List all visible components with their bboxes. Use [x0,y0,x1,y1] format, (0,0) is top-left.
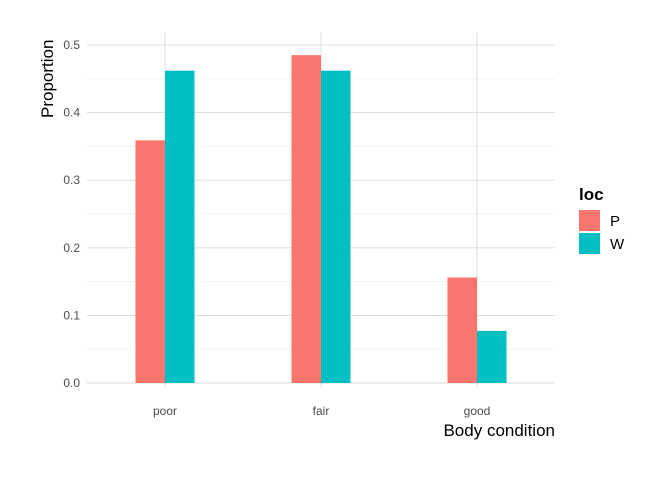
x-axis-ticks: poor fair good [153,404,490,418]
x-tick-label: good [464,404,491,418]
y-tick-label: 0.0 [63,376,80,390]
legend-label-P: P [610,213,620,230]
bar-good-P [447,277,477,383]
legend-key-P [579,210,600,231]
bars [135,55,507,384]
legend-label-W: W [610,236,625,253]
x-tick-label: fair [313,404,330,418]
y-axis-ticks: 0.0 0.1 0.2 0.3 0.4 0.5 [63,38,80,390]
legend-title: loc [579,185,604,204]
y-tick-label: 0.4 [63,106,80,120]
legend: loc PW [579,185,625,254]
x-axis-title: Body condition [443,421,555,440]
bar-fair-W [321,70,351,384]
bar-poor-P [135,140,165,383]
bar-fair-P [291,55,321,383]
y-tick-label: 0.5 [63,38,80,52]
y-tick-label: 0.3 [63,173,80,187]
x-tick-label: poor [153,404,177,418]
bar-good-W [477,330,507,383]
y-tick-label: 0.2 [63,241,80,255]
bar-poor-W [165,70,195,384]
y-tick-label: 0.1 [63,308,80,322]
legend-key-W [579,233,600,254]
y-axis-title: Proportion [38,40,57,118]
